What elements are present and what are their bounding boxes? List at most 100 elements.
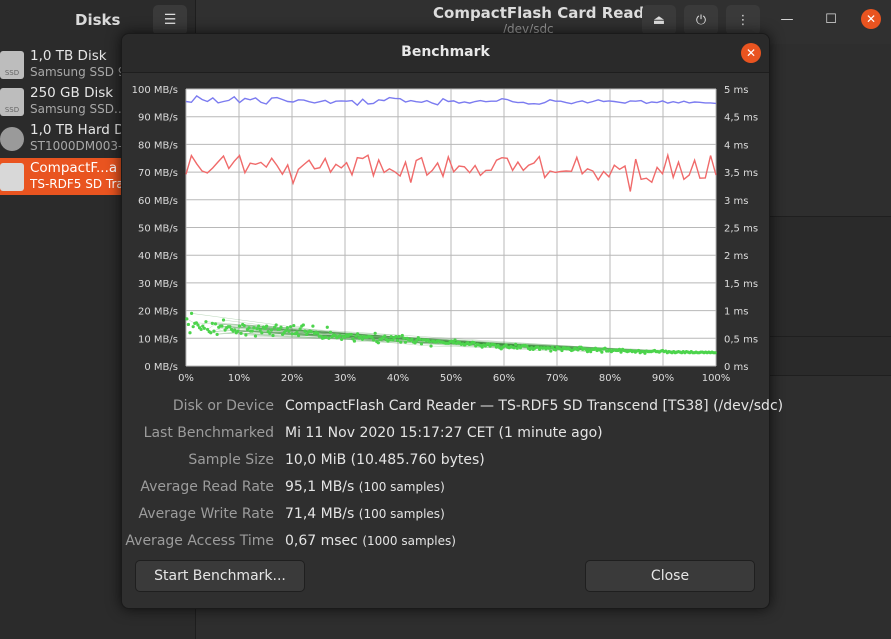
x-tick-label: 30% xyxy=(334,373,356,384)
disk-name: 1,0 TB Disk xyxy=(30,48,107,64)
cf-card-icon xyxy=(0,163,24,191)
access-time-point xyxy=(600,350,604,354)
write-rate-series xyxy=(185,152,717,192)
access-time-point xyxy=(643,351,647,355)
disk-item-selected[interactable]: CompactF...a TS-RDF5 SD Tra xyxy=(0,158,121,195)
access-time-point xyxy=(418,337,422,342)
access-time-point xyxy=(325,325,329,329)
access-time-point xyxy=(349,332,353,337)
close-button[interactable]: Close xyxy=(585,560,755,592)
access-time-point xyxy=(284,328,288,333)
power-off-button[interactable]: ⏻ xyxy=(684,5,718,35)
access-time-point xyxy=(260,331,264,335)
y-left-tick-label: 70 MB/s xyxy=(138,168,178,179)
x-tick-label: 40% xyxy=(387,373,409,384)
access-time-point xyxy=(319,334,323,338)
access-time-point xyxy=(451,341,455,345)
y-right-tick-label: 4,5 ms xyxy=(724,113,758,124)
maximize-button[interactable]: ☐ xyxy=(820,8,842,30)
y-right-tick-label: 2,5 ms xyxy=(724,224,758,235)
access-time-point xyxy=(343,335,347,339)
access-time-point xyxy=(196,323,200,327)
y-right-tick-label: 2 ms xyxy=(724,251,749,262)
x-tick-label: 100% xyxy=(702,373,731,384)
chart-marks xyxy=(185,94,717,355)
window-close-button[interactable]: ✕ xyxy=(861,9,881,29)
y-left-tick-label: 0 MB/s xyxy=(144,362,178,373)
y-left-tick-label: 20 MB/s xyxy=(138,307,178,318)
access-time-point xyxy=(253,334,258,338)
disk-item[interactable]: SSD 1,0 TB Disk Samsung SSD 97 xyxy=(0,46,121,83)
menu-button[interactable]: ☰ xyxy=(153,5,187,35)
access-time-point xyxy=(472,341,476,345)
access-time-point xyxy=(304,332,309,337)
eject-button[interactable]: ⏏ xyxy=(642,5,676,35)
access-time-point xyxy=(252,326,256,330)
disk-model: TS-RDF5 SD Tra xyxy=(30,177,121,191)
access-time-point xyxy=(201,324,205,328)
x-tick-label: 80% xyxy=(599,373,621,384)
field-value: Mi 11 Nov 2020 15:17:27 CET (1 minute ag… xyxy=(285,425,603,441)
start-benchmark-button[interactable]: Start Benchmark... xyxy=(135,560,305,592)
minimize-icon: — xyxy=(780,11,794,27)
power-icon: ⏻ xyxy=(695,12,707,28)
access-time-point xyxy=(391,338,395,342)
access-time-point xyxy=(244,333,248,337)
y-left-tick-label: 50 MB/s xyxy=(138,224,178,235)
field-value: CompactFlash Card Reader — TS-RDF5 SD Tr… xyxy=(285,398,784,414)
access-time-point xyxy=(255,327,259,331)
access-time-point xyxy=(603,346,607,350)
access-time-point xyxy=(493,343,497,347)
dialog-title: Benchmark xyxy=(401,44,490,60)
access-time-point xyxy=(287,329,291,333)
benchmark-dialog: Benchmark ✕ 0% 10% 20% 30% 40% 50% 60% 70% 80% 90… xyxy=(121,33,783,609)
access-time-point xyxy=(593,346,598,350)
access-time-point xyxy=(212,329,216,333)
access-time-point xyxy=(186,322,190,327)
y-left-tick-label: 30 MB/s xyxy=(138,279,178,290)
access-time-point xyxy=(587,347,591,351)
access-time-point xyxy=(236,329,240,333)
access-time-point xyxy=(617,347,622,351)
y-right-tick-label: 0 ms xyxy=(724,362,749,373)
field-value: 95,1 MB/s (100 samples) xyxy=(285,479,445,495)
access-time-point xyxy=(338,333,342,338)
access-time-point xyxy=(296,333,301,338)
sample-count: (100 samples) xyxy=(358,507,445,521)
access-time-point xyxy=(579,345,583,349)
volume-frame xyxy=(765,216,891,338)
access-time-point xyxy=(328,330,333,334)
volume-detail-frame xyxy=(765,336,891,376)
dialog-close-button[interactable]: ✕ xyxy=(741,43,761,63)
dialog-header xyxy=(122,34,769,73)
hdd-icon xyxy=(0,127,24,151)
access-time-point xyxy=(188,331,192,335)
access-time-point xyxy=(387,338,392,342)
access-time-seek-line xyxy=(213,330,274,336)
access-time-point xyxy=(584,347,588,351)
access-time-point xyxy=(228,325,232,329)
field-label: Sample Size xyxy=(188,452,274,468)
access-time-point xyxy=(247,326,251,330)
drive-menu-button[interactable]: ⋮ xyxy=(726,5,760,35)
disk-item[interactable]: 1,0 TB Hard D ST1000DM003-1 xyxy=(0,120,121,157)
access-time-point xyxy=(290,332,294,336)
disk-item[interactable]: SSD 250 GB Disk Samsung SSD... xyxy=(0,83,121,120)
access-time-point xyxy=(359,335,363,339)
more-vertical-icon: ⋮ xyxy=(736,12,750,28)
disk-model: Samsung SSD... xyxy=(30,102,121,116)
access-time-point xyxy=(191,325,195,329)
y-right-tick-label: 3,5 ms xyxy=(724,168,758,179)
hamburger-icon: ☰ xyxy=(163,12,177,28)
access-time-point xyxy=(560,348,564,353)
field-label: Average Write Rate xyxy=(138,506,274,522)
access-time-point xyxy=(400,333,404,338)
y-left-tick-label: 10 MB/s xyxy=(138,334,178,345)
access-time-point xyxy=(399,340,403,344)
access-time-point xyxy=(237,324,242,328)
window-title: CompactFlash Card Reader xyxy=(433,4,662,22)
access-time-point xyxy=(351,337,355,341)
minimize-button[interactable]: — xyxy=(776,8,798,30)
access-time-seek-line xyxy=(257,328,661,352)
access-time-point xyxy=(242,323,246,328)
